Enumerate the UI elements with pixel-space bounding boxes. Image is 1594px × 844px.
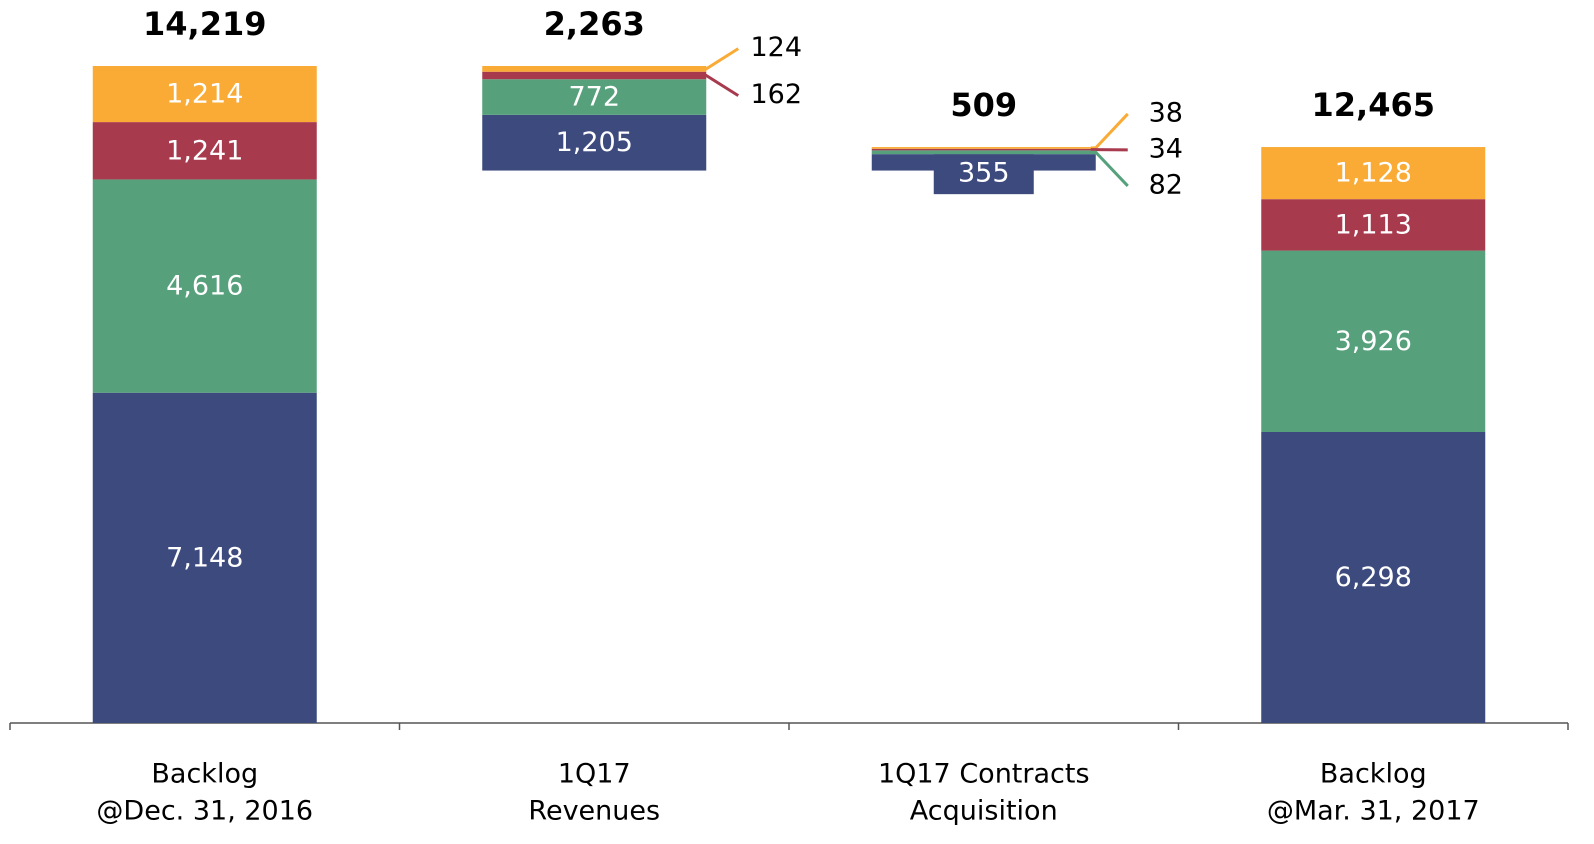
data-label: 355 <box>958 158 1010 189</box>
leader-line <box>1090 112 1129 150</box>
x-tick-label: Backlog <box>1320 759 1427 790</box>
bar-segment <box>482 71 707 80</box>
data-label: 82 <box>1149 169 1183 200</box>
data-label: 1,241 <box>166 135 243 166</box>
data-label: 34 <box>1149 133 1183 164</box>
data-label: 1,205 <box>556 127 633 158</box>
bar-segment <box>482 79 707 115</box>
bar-segment <box>1261 147 1486 200</box>
x-tick-label: 1Q17 Contracts <box>878 759 1090 790</box>
bar-segment <box>482 114 707 171</box>
bar-segment <box>871 150 1096 155</box>
data-label: 6,298 <box>1335 562 1412 593</box>
bar-segment <box>92 122 317 180</box>
data-label: 1,214 <box>166 79 243 110</box>
x-tick-label: @Dec. 31, 2016 <box>96 796 313 827</box>
bar-segment <box>92 392 317 723</box>
x-tick-label: 1Q17 <box>558 759 631 790</box>
data-label: 1,113 <box>1335 209 1412 240</box>
bar-segment <box>1261 250 1486 432</box>
x-tick-label: Backlog <box>151 759 258 790</box>
total-label: 12,465 <box>1312 86 1435 124</box>
leader-line <box>1090 150 1129 187</box>
x-tick-label: Revenues <box>528 796 660 827</box>
bar-segment <box>92 66 317 123</box>
x-tick-label: Acquisition <box>910 796 1058 827</box>
data-label: 4,616 <box>166 271 243 302</box>
bar-segment <box>482 66 707 72</box>
total-label: 509 <box>950 86 1017 124</box>
data-label: 7,148 <box>166 542 243 573</box>
bar-segment <box>1261 431 1486 723</box>
bar-segment <box>871 147 1096 149</box>
total-label: 14,219 <box>143 5 266 43</box>
bar-segment <box>871 148 1096 151</box>
data-label: 162 <box>750 79 802 110</box>
leader-line <box>701 47 740 71</box>
x-tick-label: @Mar. 31, 2017 <box>1267 796 1480 827</box>
data-label: 1,128 <box>1335 158 1412 189</box>
data-label: 124 <box>750 32 802 63</box>
leader-line <box>701 73 740 97</box>
total-label: 2,263 <box>544 5 645 43</box>
data-label: 38 <box>1149 97 1183 128</box>
bar-segment <box>1261 199 1486 251</box>
label-box <box>933 154 1034 195</box>
data-label: 772 <box>568 82 620 113</box>
data-label: 3,926 <box>1335 326 1412 357</box>
bar-segment <box>92 179 317 393</box>
